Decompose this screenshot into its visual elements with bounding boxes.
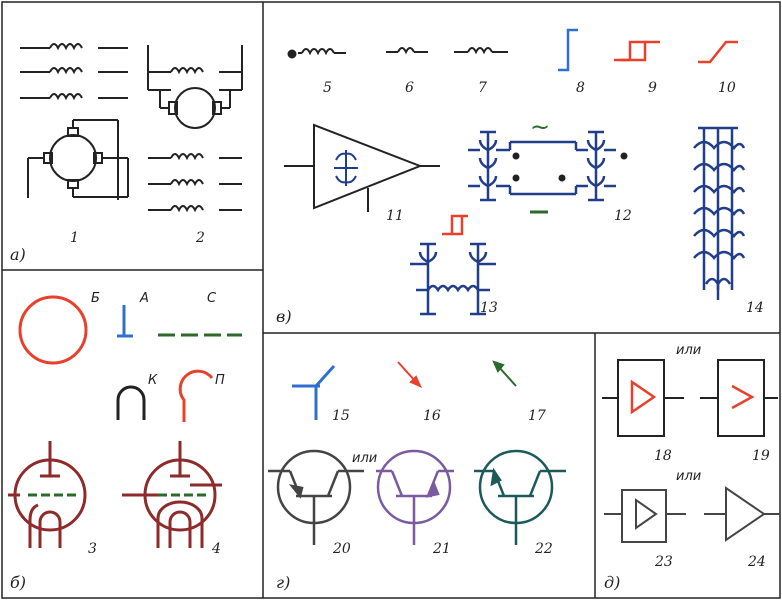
panel-v: 5 6 7 8 9 10 11 <box>276 28 764 326</box>
symbol-3-triode <box>8 441 87 548</box>
label-5: 5 <box>323 80 332 96</box>
symbol-20-transistor <box>268 449 364 545</box>
symbol-9-hysteresis <box>620 40 647 62</box>
letter-K: К <box>148 373 158 388</box>
letter-C: С <box>207 291 217 306</box>
section-label-g: г) <box>276 573 290 592</box>
symbol-18-amplifier-box <box>602 359 684 437</box>
label-16: 16 <box>423 408 441 424</box>
label-9: 9 <box>648 80 657 96</box>
label-21: 21 <box>432 541 451 557</box>
label-6: 6 <box>405 80 414 96</box>
panel-b: Б А С К П 3 4 б) <box>8 291 242 592</box>
or-label-d-bottom: или <box>676 469 701 484</box>
symbol-17-arrow <box>492 360 517 387</box>
label-22: 22 <box>534 541 553 557</box>
symbol-22-transistor <box>474 449 566 545</box>
label-18: 18 <box>654 448 672 464</box>
symbol-12-transformer-bridge <box>468 130 628 214</box>
symbol-19-amplifier-box <box>700 359 778 437</box>
label-8: 8 <box>576 80 585 96</box>
symbol-24-amplifier <box>704 486 780 542</box>
letter-P: П <box>215 373 225 388</box>
label-11: 11 <box>386 208 404 224</box>
symbol-A-mark <box>117 305 133 338</box>
label-1: 1 <box>70 230 79 246</box>
section-label-v: в) <box>276 307 292 326</box>
label-13: 13 <box>480 300 498 316</box>
panel-d: или 18 19 или 23 24 д) <box>602 343 780 592</box>
label-14: 14 <box>746 300 764 316</box>
or-label-g: или <box>352 451 377 466</box>
ac-tilde: ~ <box>530 113 550 141</box>
letter-A: А <box>139 291 149 306</box>
symbol-23-amplifier-box <box>604 489 686 543</box>
label-4: 4 <box>211 541 221 557</box>
symbol-5-coil-dot <box>287 48 346 59</box>
label-17: 17 <box>528 408 546 424</box>
section-label-b: б) <box>10 573 26 592</box>
symbol-2-motor-coils <box>147 45 243 211</box>
symbol-16-arrow <box>397 361 422 388</box>
label-15: 15 <box>332 408 350 424</box>
symbol-14-coil-stack <box>693 126 746 300</box>
label-3: 3 <box>88 541 97 557</box>
label-19: 19 <box>752 448 770 464</box>
symbol-8-step <box>558 28 578 72</box>
label-20: 20 <box>332 541 351 557</box>
symbol-1-motor-coils <box>20 43 129 200</box>
symbol-6-coil-small <box>386 47 428 55</box>
symbol-7-coil <box>454 47 508 55</box>
or-label-d-top: или <box>676 343 701 358</box>
letter-B: Б <box>91 291 100 306</box>
symbol-21-transistor <box>376 449 454 545</box>
section-label-d: д) <box>604 573 620 592</box>
symbol-13-transformer <box>410 214 496 316</box>
label-7: 7 <box>478 80 487 96</box>
symbol-P-arc <box>178 369 214 422</box>
symbol-K-arc <box>116 385 146 420</box>
label-10: 10 <box>718 80 736 96</box>
symbol-11-magnetic-amplifier <box>284 123 440 212</box>
label-23: 23 <box>654 554 673 570</box>
label-24: 24 <box>747 554 766 570</box>
symbol-15-tee <box>292 364 336 420</box>
label-2: 2 <box>195 230 205 246</box>
section-label-a: а) <box>10 245 26 264</box>
panel-a: 1 2 а) <box>10 43 243 264</box>
symbol-4-tetrode <box>122 441 222 548</box>
label-12: 12 <box>614 208 632 224</box>
symbol-B-circle <box>18 295 88 365</box>
panel-g: 15 16 17 или 20 21 <box>268 360 566 592</box>
symbol-10-saturation <box>698 40 738 64</box>
